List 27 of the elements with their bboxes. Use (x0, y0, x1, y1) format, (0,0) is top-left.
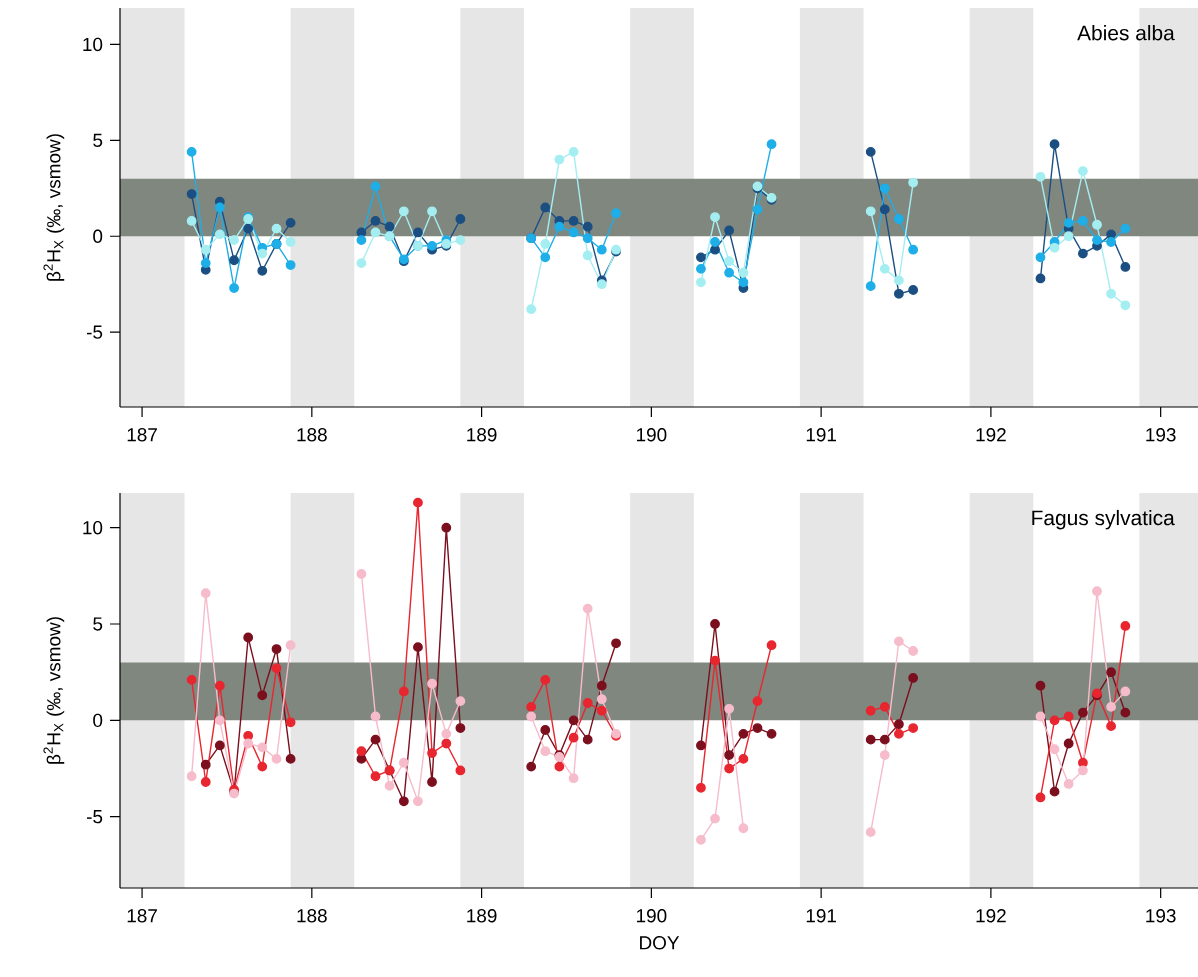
x-tick-label: 193 (1146, 428, 1176, 442)
x-tick-label: 191 (806, 909, 836, 923)
x-tick-label: 192 (976, 909, 1006, 923)
x-axis-title: DOY (640, 936, 680, 950)
y-tick-label: 10 (83, 520, 103, 535)
x-tick-label: 191 (806, 428, 836, 442)
y-tick-label: 5 (93, 617, 103, 631)
x-tick-label: 188 (297, 909, 327, 923)
y-tick-label: -5 (86, 325, 103, 339)
x-tick-label: 192 (976, 428, 1006, 442)
y-axis-title: β$^{2}$H$_{X}$ (‰, vsmow) (43, 134, 65, 281)
x-tick-label: 189 (467, 909, 497, 923)
x-tick-label: 187 (127, 428, 157, 442)
text: Fagus sylvatica (1032, 509, 1175, 530)
x-tick-label: 188 (297, 428, 327, 442)
x-tick-label: 190 (637, 909, 667, 923)
y-tick-label: 0 (93, 229, 103, 243)
y-tick-label: 10 (83, 37, 103, 52)
x-tick-label: 190 (637, 428, 667, 442)
x-tick-label: 193 (1146, 909, 1176, 923)
y-tick-label: -5 (86, 810, 103, 824)
y-tick-label: 5 (93, 133, 103, 147)
x-tick-label: 189 (467, 428, 497, 442)
x-tick-label: 187 (127, 909, 157, 923)
y-tick-label: 0 (93, 713, 103, 728)
text: Abies alba (1077, 25, 1175, 41)
y-axis-title: β$^{2}$H$_{X}$ (‰, vsmow) (43, 617, 65, 764)
